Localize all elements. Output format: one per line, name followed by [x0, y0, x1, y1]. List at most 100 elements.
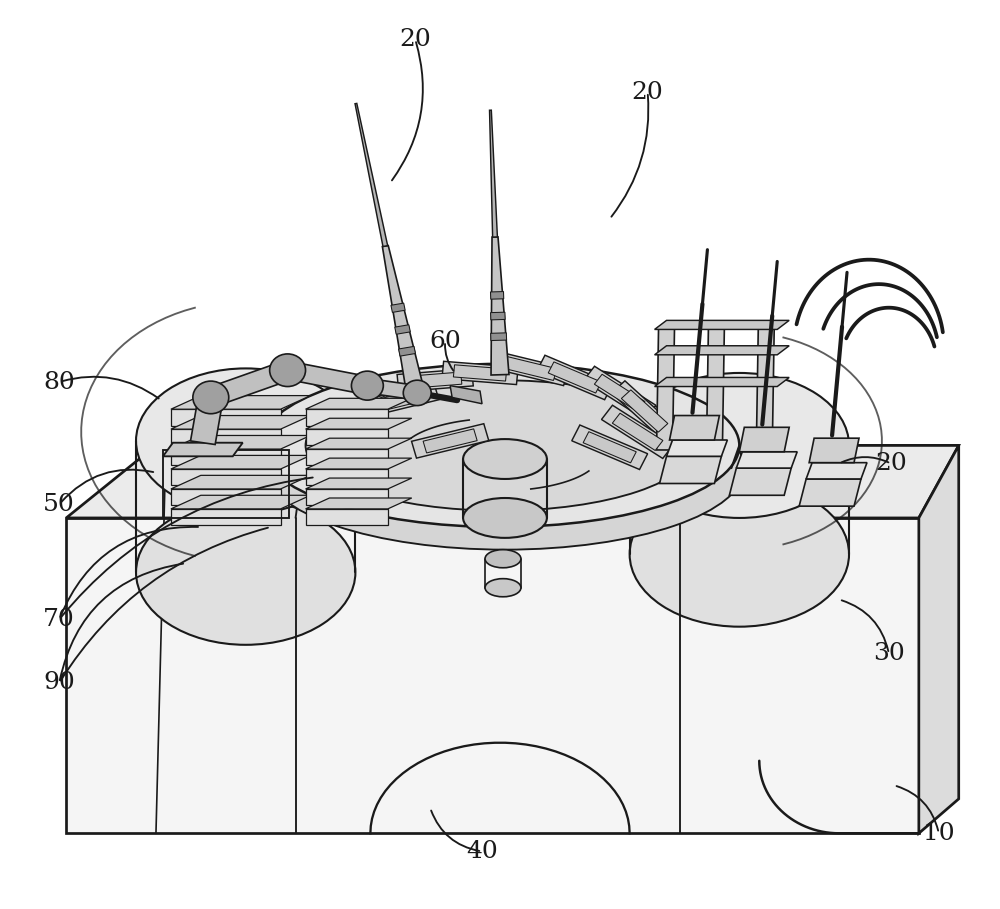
Polygon shape [490, 110, 497, 237]
Polygon shape [306, 489, 388, 505]
Text: 60: 60 [429, 330, 461, 353]
Circle shape [351, 371, 383, 400]
Polygon shape [584, 366, 656, 419]
Polygon shape [601, 405, 674, 458]
Polygon shape [306, 498, 412, 509]
Circle shape [403, 380, 431, 405]
Polygon shape [667, 440, 727, 456]
Polygon shape [491, 237, 509, 375]
Text: 10: 10 [923, 822, 955, 844]
Polygon shape [729, 468, 791, 495]
Polygon shape [362, 383, 439, 417]
Polygon shape [163, 443, 243, 456]
Polygon shape [171, 509, 281, 525]
Polygon shape [171, 395, 311, 409]
Circle shape [193, 381, 229, 414]
Polygon shape [491, 333, 507, 341]
Polygon shape [339, 395, 392, 426]
Polygon shape [171, 435, 311, 449]
Polygon shape [572, 425, 648, 469]
Polygon shape [171, 449, 281, 465]
Polygon shape [409, 372, 462, 388]
Polygon shape [66, 445, 959, 518]
Text: 70: 70 [43, 608, 75, 631]
Polygon shape [412, 424, 489, 458]
Polygon shape [382, 245, 424, 393]
Polygon shape [655, 377, 789, 386]
Polygon shape [171, 429, 281, 445]
Polygon shape [171, 475, 311, 489]
Polygon shape [491, 312, 505, 320]
Polygon shape [355, 104, 388, 246]
Polygon shape [537, 355, 613, 400]
Text: 20: 20 [875, 452, 907, 475]
Polygon shape [306, 469, 388, 485]
Polygon shape [391, 303, 405, 313]
Polygon shape [306, 478, 412, 489]
Ellipse shape [485, 550, 521, 568]
Polygon shape [503, 356, 557, 381]
Polygon shape [450, 385, 482, 404]
Ellipse shape [630, 373, 849, 518]
Polygon shape [286, 362, 369, 395]
Polygon shape [327, 389, 403, 434]
Ellipse shape [485, 579, 521, 597]
Polygon shape [306, 438, 412, 449]
Ellipse shape [136, 368, 355, 514]
Text: 20: 20 [632, 81, 663, 104]
Polygon shape [171, 489, 281, 505]
Polygon shape [306, 418, 412, 429]
Polygon shape [171, 495, 311, 509]
Polygon shape [399, 346, 415, 356]
Polygon shape [306, 449, 388, 465]
Ellipse shape [261, 364, 739, 527]
Polygon shape [756, 327, 774, 450]
Text: 90: 90 [43, 672, 75, 694]
Polygon shape [366, 378, 418, 400]
Ellipse shape [463, 439, 547, 479]
Polygon shape [171, 455, 311, 469]
Polygon shape [171, 409, 281, 425]
Polygon shape [66, 518, 919, 834]
Text: 50: 50 [43, 493, 75, 515]
Polygon shape [670, 415, 719, 440]
Polygon shape [306, 458, 412, 469]
Ellipse shape [136, 500, 355, 644]
Polygon shape [657, 327, 675, 450]
Polygon shape [171, 469, 281, 485]
Polygon shape [583, 432, 636, 463]
Polygon shape [423, 429, 477, 453]
Polygon shape [306, 398, 412, 409]
Polygon shape [621, 390, 668, 432]
Ellipse shape [266, 386, 744, 550]
Polygon shape [611, 381, 678, 441]
Polygon shape [397, 368, 473, 392]
Polygon shape [809, 438, 859, 463]
Text: 30: 30 [873, 643, 905, 665]
Polygon shape [373, 388, 427, 412]
Polygon shape [442, 361, 518, 385]
Polygon shape [453, 365, 507, 381]
Polygon shape [660, 456, 721, 484]
Polygon shape [706, 327, 724, 450]
Polygon shape [207, 361, 292, 406]
Polygon shape [806, 463, 867, 479]
Polygon shape [171, 415, 311, 429]
Polygon shape [548, 362, 601, 393]
Ellipse shape [463, 498, 547, 538]
Polygon shape [799, 479, 861, 506]
Polygon shape [306, 509, 388, 525]
Polygon shape [919, 445, 959, 834]
Polygon shape [306, 429, 388, 445]
Polygon shape [191, 395, 223, 445]
Polygon shape [490, 292, 504, 299]
Text: 40: 40 [466, 840, 498, 863]
Polygon shape [655, 320, 789, 329]
Ellipse shape [630, 482, 849, 626]
Polygon shape [594, 375, 645, 412]
Polygon shape [655, 345, 789, 355]
Polygon shape [739, 427, 789, 452]
Text: 20: 20 [399, 28, 431, 51]
Polygon shape [491, 351, 569, 385]
Polygon shape [612, 414, 663, 451]
